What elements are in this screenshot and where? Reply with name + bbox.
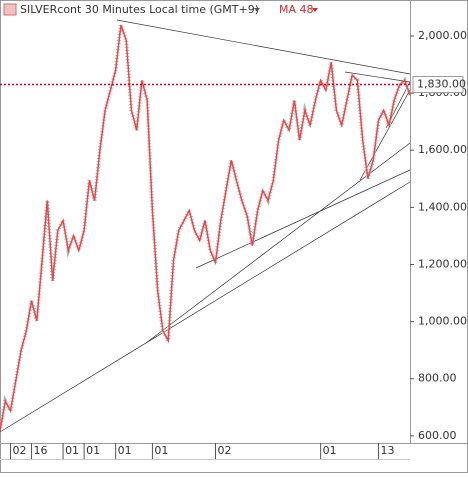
x-tick-label: 01 — [118, 444, 132, 457]
x-tick-label: 16 — [34, 444, 48, 457]
x-tick-label: 01 — [86, 444, 100, 457]
x-tick-label: 01 — [154, 444, 168, 457]
indicator-label[interactable]: MA 48 — [279, 3, 314, 16]
trendline — [195, 169, 411, 269]
x-tick-label: 02 — [13, 444, 27, 457]
y-tick-label: 1,400.00 — [418, 200, 467, 213]
trendline — [344, 71, 411, 83]
trendline — [116, 19, 411, 75]
price-line — [0, 24, 411, 432]
symbol-icon — [3, 3, 17, 16]
price-label-box — [412, 76, 464, 94]
y-tick-label: 1,000.00 — [418, 315, 467, 328]
y-tick-label: 800.00 — [418, 372, 457, 385]
x-tick-label: 01 — [323, 444, 337, 457]
chart-title[interactable]: SILVERcont 30 Minutes Local time (GMT+9) — [20, 3, 259, 16]
y-tick-label: 2,000.00 — [418, 29, 467, 42]
x-tick-label: 01 — [65, 444, 79, 457]
trendline — [0, 181, 411, 433]
y-tick-label: 1,600.00 — [418, 143, 467, 156]
dropdown-arrow[interactable] — [254, 8, 260, 12]
y-tick-label: 600.00 — [418, 429, 457, 442]
trendline — [359, 89, 411, 181]
price-label: 1,830.00 — [417, 78, 466, 91]
y-tick-label: 1,200.00 — [418, 257, 467, 270]
dropdown-arrow[interactable] — [312, 8, 318, 12]
x-tick-label: 13 — [380, 444, 394, 457]
price-shadow — [0, 24, 412, 432]
x-tick-label: 02 — [218, 444, 232, 457]
